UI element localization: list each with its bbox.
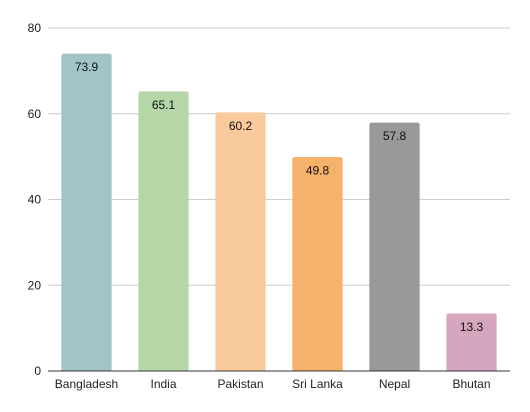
x-tick-label: Sri Lanka: [292, 377, 343, 391]
x-tick-label: Bangladesh: [55, 377, 118, 391]
data-label: 65.1: [152, 98, 176, 112]
y-tick-label: 20: [28, 278, 42, 292]
y-tick-label: 0: [34, 364, 41, 378]
data-label: 57.8: [383, 129, 407, 143]
y-tick-label: 60: [28, 107, 42, 121]
bar-bhutan: [446, 313, 497, 372]
y-tick-label: 80: [28, 21, 42, 35]
data-label: 13.3: [460, 320, 484, 334]
bar-sri-lanka: [292, 156, 343, 372]
x-tick-label: India: [150, 377, 176, 391]
gridlines: [48, 27, 510, 286]
bar-nepal: [369, 122, 420, 372]
bars: [61, 53, 497, 372]
labels: 0 20 40 60 80 73.9 Bangladesh 65.1 India 60.2 Paki…: [28, 21, 491, 391]
bar-pakistan: [215, 112, 266, 372]
data-label: 60.2: [229, 119, 253, 133]
x-tick-label: Nepal: [379, 377, 410, 391]
x-tick-label: Pakistan: [217, 377, 263, 391]
data-label: 73.9: [75, 60, 99, 74]
x-tick-label: Bhutan: [452, 377, 490, 391]
bar-india: [138, 91, 189, 372]
data-label: 49.8: [306, 163, 330, 177]
bar-bangladesh: [61, 53, 112, 372]
y-tick-label: 40: [28, 193, 42, 207]
